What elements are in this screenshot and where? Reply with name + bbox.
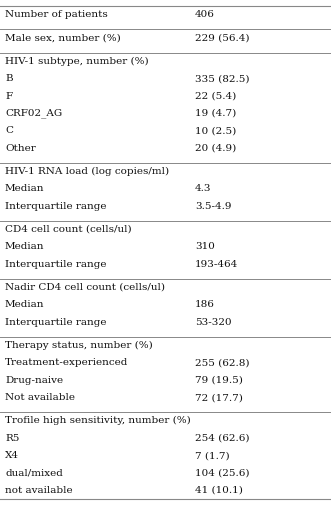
Text: 335 (82.5): 335 (82.5) [195,74,250,83]
Text: 41 (10.1): 41 (10.1) [195,486,243,495]
Text: Nadir CD4 cell count (cells/ul): Nadir CD4 cell count (cells/ul) [5,283,165,292]
Text: 4.3: 4.3 [195,184,212,193]
Text: Trofile high sensitivity, number (%): Trofile high sensitivity, number (%) [5,416,191,426]
Text: 19 (4.7): 19 (4.7) [195,109,236,118]
Text: CD4 cell count (cells/ul): CD4 cell count (cells/ul) [5,225,132,234]
Text: 72 (17.7): 72 (17.7) [195,393,243,402]
Text: 193-464: 193-464 [195,260,238,269]
Text: Interquartile range: Interquartile range [5,318,107,327]
Text: 186: 186 [195,300,215,309]
Text: F: F [5,92,12,101]
Text: 53-320: 53-320 [195,318,232,327]
Text: 229 (56.4): 229 (56.4) [195,34,250,43]
Text: Not available: Not available [5,393,75,402]
Text: 10 (2.5): 10 (2.5) [195,126,236,135]
Text: Male sex, number (%): Male sex, number (%) [5,34,121,43]
Text: 254 (62.6): 254 (62.6) [195,434,250,443]
Text: Median: Median [5,242,44,251]
Text: Interquartile range: Interquartile range [5,260,107,269]
Text: Number of patients: Number of patients [5,10,108,19]
Text: X4: X4 [5,451,19,460]
Text: R5: R5 [5,434,20,443]
Text: Interquartile range: Interquartile range [5,202,107,211]
Text: 255 (62.8): 255 (62.8) [195,358,250,367]
Text: HIV-1 subtype, number (%): HIV-1 subtype, number (%) [5,57,149,66]
Text: CRF02_AG: CRF02_AG [5,108,62,118]
Text: not available: not available [5,486,72,495]
Text: 3.5-4.9: 3.5-4.9 [195,202,231,211]
Text: HIV-1 RNA load (log copies/ml): HIV-1 RNA load (log copies/ml) [5,167,169,176]
Text: 406: 406 [195,10,215,19]
Text: 20 (4.9): 20 (4.9) [195,144,236,153]
Text: C: C [5,126,13,135]
Text: Median: Median [5,184,44,193]
Text: dual/mixed: dual/mixed [5,468,63,477]
Text: 104 (25.6): 104 (25.6) [195,468,250,477]
Text: 79 (19.5): 79 (19.5) [195,376,243,385]
Text: Therapy status, number (%): Therapy status, number (%) [5,341,153,350]
Text: Treatment-experienced: Treatment-experienced [5,358,128,367]
Text: 22 (5.4): 22 (5.4) [195,92,236,101]
Text: Drug-naive: Drug-naive [5,376,63,385]
Text: 310: 310 [195,242,215,251]
Text: 7 (1.7): 7 (1.7) [195,451,230,460]
Text: Other: Other [5,144,36,153]
Text: B: B [5,74,13,83]
Text: Median: Median [5,300,44,309]
